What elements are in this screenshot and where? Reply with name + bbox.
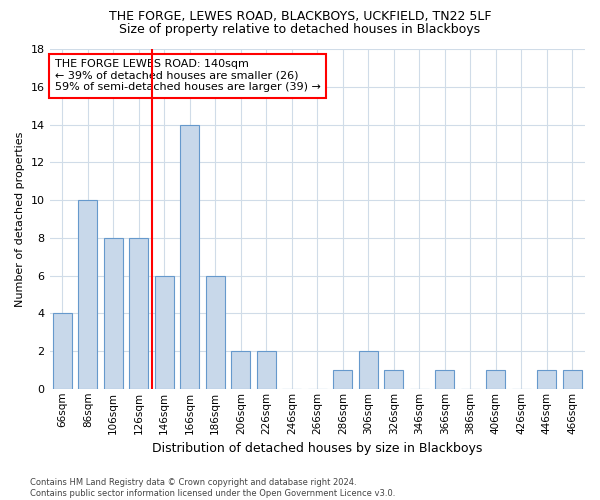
Bar	[563, 370, 582, 389]
Bar	[333, 370, 352, 389]
Text: THE FORGE, LEWES ROAD, BLACKBOYS, UCKFIELD, TN22 5LF: THE FORGE, LEWES ROAD, BLACKBOYS, UCKFIE…	[109, 10, 491, 23]
Bar	[206, 276, 225, 389]
Bar	[129, 238, 148, 389]
Bar	[104, 238, 123, 389]
Bar	[486, 370, 505, 389]
Bar	[180, 124, 199, 389]
Bar	[53, 314, 72, 389]
X-axis label: Distribution of detached houses by size in Blackboys: Distribution of detached houses by size …	[152, 442, 482, 455]
Bar	[384, 370, 403, 389]
Bar	[359, 351, 378, 389]
Y-axis label: Number of detached properties: Number of detached properties	[15, 131, 25, 306]
Bar	[78, 200, 97, 389]
Bar	[231, 351, 250, 389]
Text: Contains HM Land Registry data © Crown copyright and database right 2024.
Contai: Contains HM Land Registry data © Crown c…	[30, 478, 395, 498]
Bar	[257, 351, 276, 389]
Text: Size of property relative to detached houses in Blackboys: Size of property relative to detached ho…	[119, 22, 481, 36]
Text: THE FORGE LEWES ROAD: 140sqm
← 39% of detached houses are smaller (26)
59% of se: THE FORGE LEWES ROAD: 140sqm ← 39% of de…	[55, 59, 321, 92]
Bar	[537, 370, 556, 389]
Bar	[435, 370, 454, 389]
Bar	[155, 276, 174, 389]
